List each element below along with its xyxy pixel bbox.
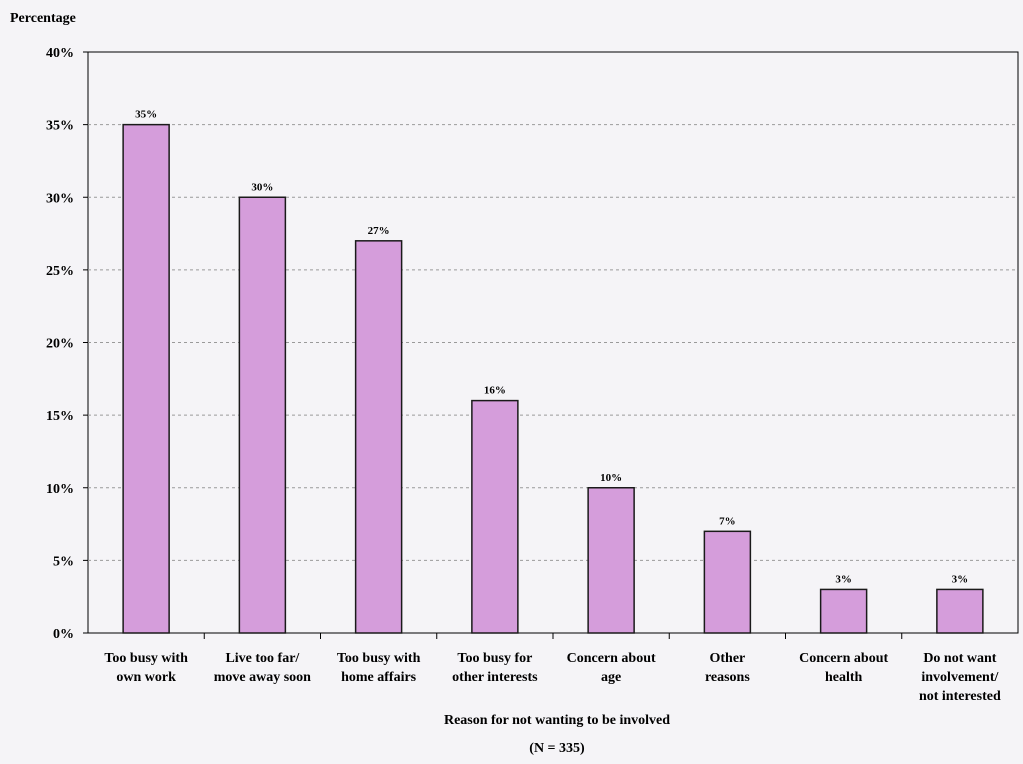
sample-size-note: (N = 335)	[529, 741, 585, 756]
x-category-label: Too busy for other interests	[452, 651, 538, 685]
bar	[936, 588, 984, 634]
x-category-label: Live too far/move away soon	[214, 651, 311, 685]
bar	[471, 399, 519, 634]
bar-value-label: 30%	[251, 181, 273, 193]
bar	[703, 530, 752, 634]
x-axis-categories: Too busy with own work Live too far/move a…	[104, 633, 1001, 704]
bar	[354, 240, 403, 634]
y-tick-label: 10%	[46, 482, 74, 497]
x-category-label: Too busy with home affairs	[337, 651, 421, 685]
gridlines	[88, 124, 1018, 561]
bar	[819, 588, 868, 634]
bar	[238, 196, 287, 634]
bar	[587, 487, 635, 634]
bar-value-label: 3%	[835, 573, 852, 585]
y-tick-label: 30%	[46, 191, 74, 206]
x-category-label: Concern about health	[799, 651, 888, 685]
y-axis-ticks: 0% 5% 10% 15% 20% 25% 30% 35% 40%	[46, 46, 88, 642]
y-tick-label: 15%	[46, 409, 74, 424]
bar-value-label: 16%	[484, 385, 506, 397]
bar-value-label: 10%	[600, 472, 622, 484]
y-axis-title: Percentage	[10, 11, 76, 26]
x-category-label: Do not want involvement/not interested	[919, 651, 1001, 704]
bars	[122, 123, 984, 634]
x-axis-title: Reason for not wanting to be involved	[444, 713, 670, 728]
y-tick-label: 25%	[46, 264, 74, 279]
bar-value-label: 35%	[135, 109, 157, 121]
y-tick-label: 0%	[53, 627, 74, 642]
y-tick-label: 40%	[46, 46, 74, 61]
bar-value-label: 7%	[719, 515, 736, 527]
y-tick-label: 5%	[53, 554, 74, 569]
data-labels: 35% 30% 27% 16% 10% 7% 3% 3%	[135, 109, 968, 586]
x-category-label: Other reasons	[705, 651, 750, 685]
bar	[122, 123, 170, 634]
x-category-label: Too busy with own work	[104, 651, 188, 685]
bar-value-label: 27%	[368, 225, 390, 237]
y-tick-label: 35%	[46, 119, 74, 134]
bar-value-label: 3%	[952, 573, 969, 585]
x-category-label: Concern about age	[567, 651, 656, 685]
y-tick-label: 20%	[46, 337, 74, 352]
